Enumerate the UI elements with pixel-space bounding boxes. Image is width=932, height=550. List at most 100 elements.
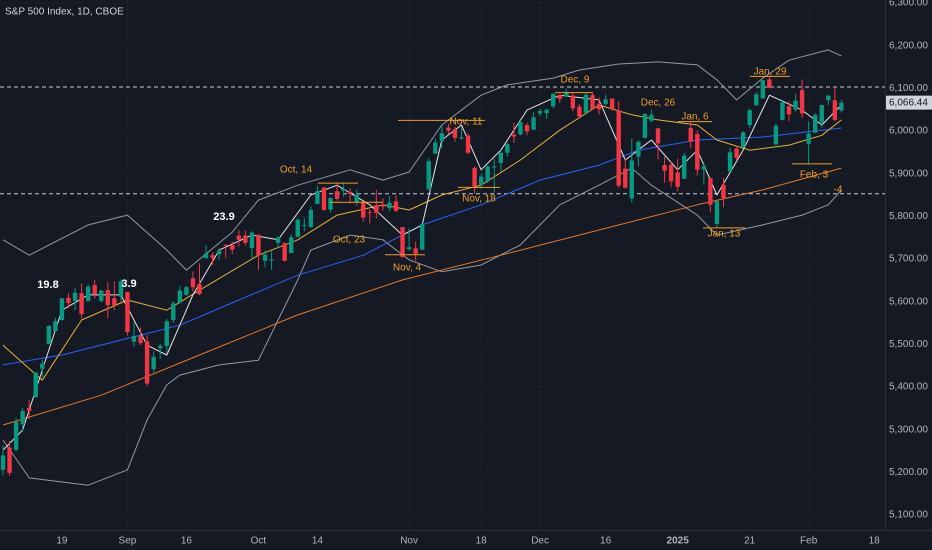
x-tick-label: 16 xyxy=(181,536,193,547)
annotation-label: Jan, 13 xyxy=(708,229,741,240)
candle-body xyxy=(596,103,602,110)
indicator-line xyxy=(2,49,842,271)
candle-body xyxy=(688,128,693,142)
candle-body xyxy=(131,335,137,342)
y-tick-label: 6,000.00 xyxy=(889,126,928,137)
indicator-line xyxy=(2,94,842,451)
candle-body xyxy=(13,421,19,450)
x-tick-label: 14 xyxy=(312,536,324,547)
candle-body xyxy=(302,224,307,226)
x-tick-label: 19 xyxy=(56,536,68,547)
y-tick-label: 5,700.00 xyxy=(889,254,928,265)
candle-body xyxy=(616,110,621,186)
y-tick-label: 5,800.00 xyxy=(889,211,928,222)
candle-body xyxy=(40,363,45,369)
candle-body xyxy=(518,122,523,135)
candle-body xyxy=(269,259,274,261)
candle-body xyxy=(551,93,556,107)
candle-body xyxy=(79,293,84,315)
candle-body xyxy=(740,132,746,148)
candle-body xyxy=(138,335,143,344)
candle-body xyxy=(256,234,261,256)
last-price-label: 6,066.44 xyxy=(889,97,928,108)
candle-body xyxy=(85,286,91,301)
candle-body xyxy=(190,278,196,288)
x-tick-label: Dec xyxy=(531,536,549,547)
candle-body xyxy=(315,191,320,204)
candle-body xyxy=(46,326,52,344)
annotation-label: -4 xyxy=(834,185,843,196)
candle-body xyxy=(420,224,425,250)
candle-body xyxy=(446,127,451,131)
candle-body xyxy=(668,165,674,182)
indicator-line xyxy=(2,167,842,486)
candle-body xyxy=(754,94,759,106)
candle-body xyxy=(708,177,713,205)
candle-body xyxy=(282,243,287,261)
candle-body xyxy=(59,298,65,321)
candle-body xyxy=(544,109,549,114)
annotation-label: Jan, 6 xyxy=(681,112,709,123)
candle-body xyxy=(158,346,163,349)
x-tick-label: 16 xyxy=(600,536,612,547)
candle-body xyxy=(452,129,458,138)
candle-body xyxy=(27,407,32,411)
annotation-label: Dec, 9 xyxy=(561,75,590,86)
candle-body xyxy=(721,184,726,199)
candle-body xyxy=(806,133,811,144)
indicator-line xyxy=(2,167,842,426)
candle-body xyxy=(655,128,661,144)
candle-body xyxy=(426,161,431,190)
chart-title: S&P 500 Index, 1D, CBOE xyxy=(5,7,124,18)
candle-body xyxy=(636,142,641,157)
candle-body xyxy=(649,114,654,121)
candle-body xyxy=(334,191,340,199)
y-tick-label: 5,500.00 xyxy=(889,339,928,350)
y-tick-label: 6,300.00 xyxy=(889,0,928,9)
candle-body xyxy=(767,79,772,88)
annotation-label: Oct, 23 xyxy=(333,235,366,246)
candle-body xyxy=(33,372,38,398)
candle-body xyxy=(341,189,346,191)
candle-body xyxy=(164,321,169,347)
annotation-label: Nov, 18 xyxy=(462,194,496,205)
candle-body xyxy=(249,232,255,248)
candle-body xyxy=(53,321,58,332)
candle-body xyxy=(289,237,294,254)
candle-body xyxy=(347,192,353,194)
candle-body xyxy=(406,247,412,250)
candle-body xyxy=(216,250,222,255)
candle-body xyxy=(570,95,576,109)
candle-body xyxy=(197,284,202,295)
candle-body xyxy=(308,209,314,228)
candle-body xyxy=(144,341,150,384)
candle-body xyxy=(478,176,484,185)
candle-body xyxy=(642,113,648,138)
y-tick-label: 5,400.00 xyxy=(889,382,928,393)
candle-body xyxy=(839,102,844,111)
candle-body xyxy=(125,291,130,332)
candle-body xyxy=(819,104,824,123)
x-tick-label: 18 xyxy=(476,536,488,547)
candle-body xyxy=(505,144,510,153)
indicator-line xyxy=(2,104,842,381)
candle-body xyxy=(472,168,477,187)
annotation-label: Nov, 4 xyxy=(393,263,422,274)
candle-body xyxy=(361,201,366,218)
x-tick-label: 2025 xyxy=(667,536,690,547)
annotation-label: Jan, 29 xyxy=(754,67,787,78)
annotation-label: Oct, 14 xyxy=(280,165,313,176)
candle-body xyxy=(210,255,215,258)
candle-body xyxy=(786,106,792,115)
annotation-label: Feb, 3 xyxy=(800,170,829,181)
candle-body xyxy=(564,92,569,97)
candle-body xyxy=(413,248,418,254)
x-tick-label: Feb xyxy=(800,536,818,547)
candle-body xyxy=(675,172,680,187)
marker-label: 19.8 xyxy=(37,279,58,291)
candle-body xyxy=(72,292,78,301)
candle-body xyxy=(92,285,97,295)
candle-body xyxy=(747,110,752,126)
candle-body xyxy=(498,152,503,164)
